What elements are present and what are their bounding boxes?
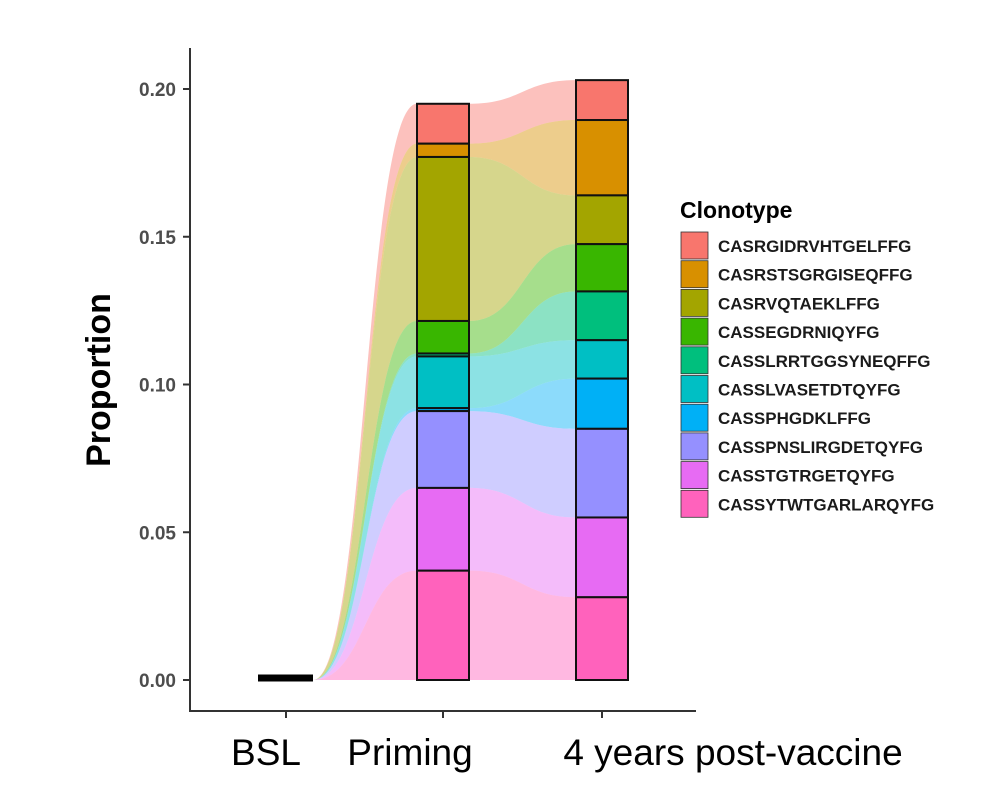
legend-title: Clonotype <box>680 197 792 223</box>
y-axis-label: Proportion <box>80 293 118 467</box>
flow-casslrrtggsyneqffg <box>313 353 417 680</box>
legend-swatch-casrvqtaeklffg <box>680 288 709 317</box>
legend-label-cassytwtgarlarqyfg: CASSYTWTGARLARQYFG <box>718 495 934 514</box>
bar-segment-cassytwtgarlarqyfg <box>575 596 629 682</box>
flow-cassytwtgarlarqyfg <box>469 570 576 680</box>
y-tick-label: 0.05 <box>139 523 176 544</box>
legend-label-casslvasetdtqyfg: CASSLVASETDTQYFG <box>718 381 901 400</box>
legend-label-casslrrtggsyneqffg: CASSLRRTGGSYNEQFFG <box>718 352 931 371</box>
x-category-label: Priming <box>347 732 472 773</box>
flow-casspnslirgdetqyfg <box>313 411 417 680</box>
flow-casrstsgrgiseqffg <box>469 120 576 196</box>
legend-swatch-casspnslirgdetqyfg <box>680 432 709 461</box>
legend-swatch-cassytwtgarlarqyfg <box>680 489 709 518</box>
legend-swatch-casrgidrvhtgelffg <box>680 231 709 260</box>
legend-swatch-cassegdrniqyfg <box>680 317 709 346</box>
bar-segment-cassphgdklffg <box>575 377 629 430</box>
stacked-bars <box>416 79 629 682</box>
legend-label-casstgtrgetqyfg: CASSTGTRGETQYFG <box>718 467 895 486</box>
y-tick-label: 0.20 <box>139 80 176 101</box>
flow-cassegdrniqyfg <box>313 320 417 680</box>
bar-segment-casstgtrgetqyfg <box>416 486 470 572</box>
legend-swatch-casslrrtggsyneqffg <box>680 346 709 375</box>
bar-segment-casrgidrvhtgelffg <box>416 102 470 145</box>
legend-swatch-casstgtrgetqyfg <box>680 461 709 490</box>
x-category-label: 4 years post-vaccine <box>563 732 902 773</box>
flow-casstgtrgetqyfg <box>469 487 576 598</box>
bar-segment-casrvqtaeklffg <box>575 194 629 246</box>
flow-casspnslirgdetqyfg <box>469 411 576 518</box>
bar-segment-casrstsgrgiseqffg <box>416 142 470 158</box>
legend-swatch-casslvasetdtqyfg <box>680 375 709 403</box>
legend-label-casrvqtaeklffg: CASRVQTAEKLFFG <box>718 294 880 313</box>
y-tick-label: 0.15 <box>139 228 176 249</box>
flow-casrgidrvhtgelffg <box>469 80 576 144</box>
alluvial-flows <box>313 80 576 681</box>
legend: Clonotype CASRGIDRVHTGELFFG CASRSTSGRGISE… <box>680 197 934 518</box>
flow-casstgtrgetqyfg <box>313 487 417 680</box>
flow-casslrrtggsyneqffg <box>469 291 576 357</box>
legend-swatch-casrstsgrgiseqffg <box>680 260 709 289</box>
bar-segment-casslvasetdtqyfg <box>575 339 629 380</box>
bar-segment-cassegdrniqyfg <box>575 243 629 293</box>
legend-label-casspnslirgdetqyfg: CASSPNSLIRGDETQYFG <box>718 438 923 457</box>
flow-casrstsgrgiseqffg <box>313 143 417 681</box>
flow-cassegdrniqyfg <box>469 244 576 354</box>
legend-label-cassegdrniqyfg: CASSEGDRNIQYFG <box>718 323 880 342</box>
legend-label-casrgidrvhtgelffg: CASRGIDRVHTGELFFG <box>718 237 911 256</box>
flow-casslvasetdtqyfg <box>469 340 576 409</box>
flow-casslvasetdtqyfg <box>313 356 417 680</box>
bar-segment-casslvasetdtqyfg <box>416 355 470 410</box>
bar-segment-casrstsgrgiseqffg <box>575 119 629 197</box>
flow-cassphgdklffg <box>469 378 576 429</box>
y-tick-label: 0.10 <box>139 376 176 397</box>
y-tick-label: 0.00 <box>139 671 176 692</box>
bar-segment-cassytwtgarlarqyfg <box>416 569 470 681</box>
x-axis-ticks: BSL Priming 4 years post-vaccine <box>231 711 903 773</box>
legend-label-casrstsgrgiseqffg: CASRSTSGRGISEQFFG <box>718 266 913 285</box>
bar-segment-cassegdrniqyfg <box>416 319 470 355</box>
flow-casrvqtaeklffg <box>313 156 417 681</box>
bar-segment-casrvqtaeklffg <box>416 155 470 322</box>
bar-segment-casslrrtggsyneqffg <box>575 290 629 342</box>
legend-label-cassphgdklffg: CASSPHGDKLFFG <box>718 409 871 428</box>
flow-casrvqtaeklffg <box>469 156 576 321</box>
bar-segment-casspnslirgdetqyfg <box>416 410 470 489</box>
x-category-label: BSL <box>231 732 301 773</box>
bar-segment-casstgtrgetqyfg <box>575 516 629 599</box>
legend-swatch-cassphgdklffg <box>680 403 709 432</box>
flow-cassytwtgarlarqyfg <box>313 570 417 680</box>
bar-segment-casrgidrvhtgelffg <box>575 79 629 122</box>
flow-cassphgdklffg <box>313 408 417 680</box>
y-axis-ticks: 0.00 0.05 0.10 0.15 0.20 <box>139 80 190 692</box>
bar-segment-casspnslirgdetqyfg <box>575 427 629 519</box>
